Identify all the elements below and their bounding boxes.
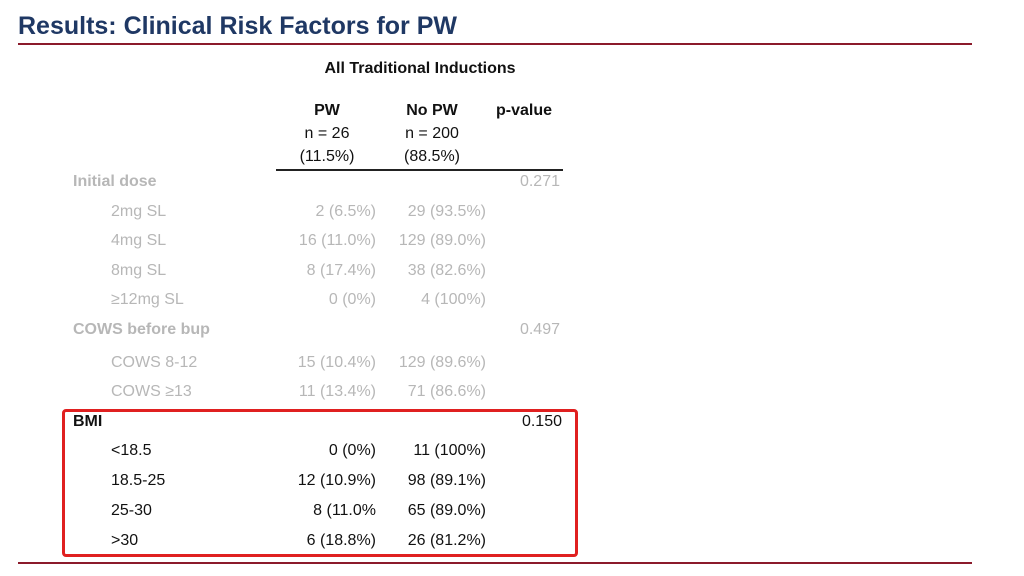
column-header-pw-pct: (11.5%) [299,148,355,165]
bmi-highlight-box [62,409,578,557]
column-header-pw: PW n = 26 (11.5%) [300,99,355,168]
group-pvalue-initial-dose: 0.271 [519,173,560,190]
title-underline [18,43,972,45]
row-nopw-value: 129 (89.6%) [398,354,486,371]
column-header-pw-label: PW [314,102,340,119]
column-header-nopw-label: No PW [406,102,458,119]
group-label-initial-dose: Initial dose [73,173,157,190]
header-rule [276,169,563,171]
footer-rule [18,562,972,564]
row-label: 18.5-25 [111,472,166,489]
row-nopw-value: 129 (89.0%) [398,232,486,249]
row-pw-value: 8 (11.0% [313,502,376,519]
row-pw-value: 15 (10.4%) [297,354,376,371]
row-nopw-value: 26 (81.2%) [407,532,486,549]
row-pw-value: 2 (6.5%) [315,203,376,220]
row-nopw-value: 4 (100%) [421,291,486,308]
row-nopw-value: 98 (89.1%) [407,472,486,489]
group-pvalue-bmi: 0.150 [521,413,562,430]
row-label: COWS 8-12 [111,354,198,371]
row-pw-value: 16 (11.0%) [298,232,376,249]
row-label: COWS ≥13 [111,383,192,400]
table-subtitle: All Traditional Inductions [324,60,516,77]
row-pw-value: 0 (0%) [328,291,376,308]
column-header-pvalue: p-value [496,99,552,122]
row-label: 2mg SL [111,203,167,220]
column-header-nopw-n: n = 200 [405,125,459,142]
column-header-pvalue-label: p-value [495,102,553,119]
row-label: 4mg SL [111,232,167,249]
row-label: 25-30 [111,502,152,519]
row-nopw-value: 38 (82.6%) [407,262,486,279]
group-label-cows: COWS before bup [73,321,210,338]
row-pw-value: 11 (13.4%) [298,383,376,400]
column-header-nopw-pct: (88.5%) [403,148,461,165]
group-pvalue-cows: 0.497 [519,321,560,338]
row-nopw-value: 65 (89.0%) [407,502,486,519]
row-label: >30 [111,532,139,549]
row-nopw-value: 71 (86.6%) [407,383,486,400]
row-label: ≥12mg SL [111,291,184,308]
row-label: <18.5 [111,442,152,459]
row-pw-value: 8 (17.4%) [306,262,376,279]
row-label: 8mg SL [111,262,167,279]
slide-title: Results: Clinical Risk Factors for PW [18,12,457,40]
column-header-nopw: No PW n = 200 (88.5%) [404,99,460,168]
row-pw-value: 6 (18.8%) [306,532,376,549]
row-pw-value: 0 (0%) [328,442,376,459]
row-nopw-value: 11 (100%) [413,442,486,459]
column-header-pw-n: n = 26 [304,125,350,142]
group-label-bmi: BMI [73,413,103,430]
row-nopw-value: 29 (93.5%) [407,203,486,220]
row-pw-value: 12 (10.9%) [297,472,376,489]
